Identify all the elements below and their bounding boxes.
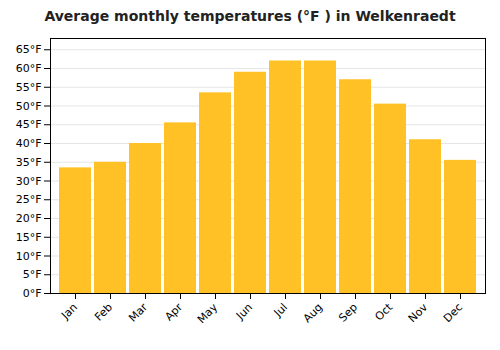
svg-text:10°F: 10°F <box>16 250 42 263</box>
svg-text:15°F: 15°F <box>16 231 42 244</box>
svg-text:Apr: Apr <box>162 300 185 323</box>
svg-text:Jan: Jan <box>58 301 80 323</box>
html-text:Average monthly temperatures (: Average monthly temperatures (°F ) in We… <box>44 8 456 24</box>
svg-text:35°F: 35°F <box>16 156 42 169</box>
svg-text:Jul: Jul <box>271 301 290 320</box>
svg-text:25°F: 25°F <box>16 193 42 206</box>
svg-text:45°F: 45°F <box>16 118 42 131</box>
svg-text:Mar: Mar <box>126 300 150 324</box>
svg-text:5°F: 5°F <box>23 268 42 281</box>
svg-text:55°F: 55°F <box>16 81 42 94</box>
svg-text:0°F: 0°F <box>23 287 42 300</box>
svg-text:50°F: 50°F <box>16 100 42 113</box>
svg-text:Oct: Oct <box>372 300 395 323</box>
svg-text:60°F: 60°F <box>16 62 42 75</box>
svg-text:Sep: Sep <box>336 301 360 325</box>
svg-text:Aug: Aug <box>301 301 325 325</box>
svg-text:30°F: 30°F <box>16 175 42 188</box>
svg-text:40°F: 40°F <box>16 137 42 150</box>
svg-text:May: May <box>195 300 221 326</box>
svg-text:Jun: Jun <box>233 301 255 323</box>
svg-text:Nov: Nov <box>406 300 431 325</box>
svg-text:Dec: Dec <box>441 301 465 325</box>
svg-text:20°F: 20°F <box>16 212 42 225</box>
svg-text:65°F: 65°F <box>16 43 42 56</box>
svg-text:Feb: Feb <box>92 301 115 324</box>
